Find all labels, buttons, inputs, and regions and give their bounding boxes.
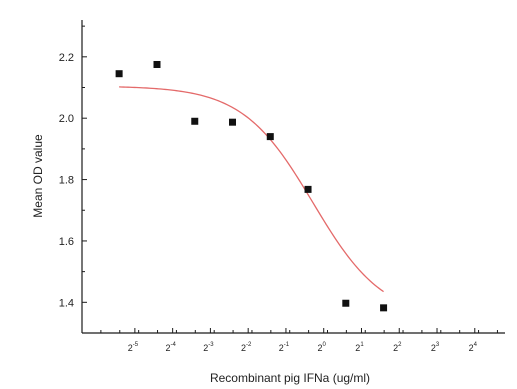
y-axis-title: Mean OD value: [31, 134, 45, 218]
x-tick-label: 20: [318, 342, 327, 353]
data-point: [304, 185, 312, 193]
x-tick-label: 24: [469, 342, 478, 353]
x-tick-label: 2-5: [128, 342, 139, 353]
x-tick-label: 22: [393, 342, 402, 353]
x-tick-label: 2-2: [241, 342, 252, 353]
y-tick-label: 1.8: [59, 175, 74, 187]
fit-curve: [119, 86, 384, 293]
data-points: [115, 60, 388, 312]
x-tick-label: 2-3: [203, 342, 214, 353]
x-tick-label: 2-4: [165, 342, 176, 353]
data-point: [342, 299, 350, 307]
y-axis-ticks: 1.4 1.6 1.8 2.0 2.2: [59, 25, 87, 309]
y-tick-label: 2.0: [59, 113, 74, 125]
y-tick-label: 2.2: [59, 52, 74, 64]
y-tick-label: 1.4: [59, 297, 74, 309]
x-tick-label: 2-1: [279, 342, 290, 353]
y-tick-label: 1.6: [59, 236, 74, 248]
x-tick-label: 23: [431, 342, 440, 353]
data-point: [266, 133, 274, 141]
data-point: [380, 304, 388, 312]
data-point: [115, 70, 123, 78]
x-axis-ticks: 2-5 2-4 2-3 2-2 2-1 20 21 22 23 24: [81, 328, 498, 353]
x-axis-title: Recombinant pig IFNa (ug/ml): [210, 371, 370, 385]
plot-frame: [81, 20, 505, 334]
data-point: [229, 118, 237, 126]
x-tick-label: 21: [355, 342, 364, 353]
data-point: [191, 117, 199, 125]
data-point: [153, 60, 161, 68]
